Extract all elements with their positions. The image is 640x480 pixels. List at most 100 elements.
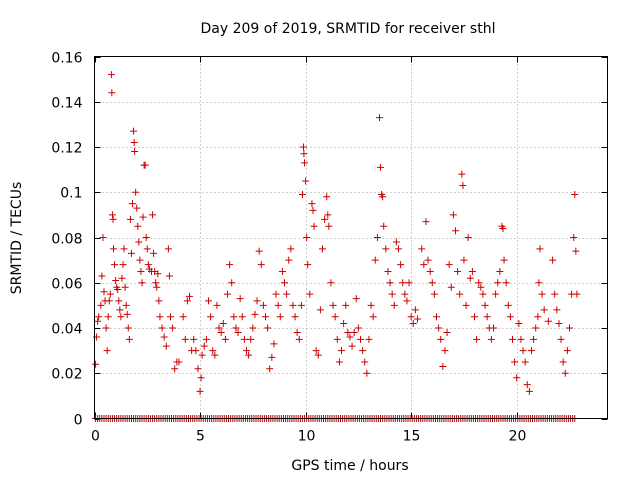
data-point [479,290,487,298]
data-point [492,290,500,298]
data-point [302,177,310,185]
data-point [571,191,579,199]
data-point [100,288,108,296]
data-point [103,347,111,355]
chart-title: Day 209 of 2019, SRMTID for receiver sth… [201,21,496,37]
data-point [422,218,430,226]
data-point [532,324,540,332]
data-point [327,279,335,287]
data-point [403,297,411,305]
data-point [528,347,535,355]
data-point [566,324,573,332]
data-point [563,347,571,355]
data-point [99,234,107,241]
data-point [471,313,478,321]
data-point [312,347,320,355]
data-point [466,274,474,282]
data-point [338,347,345,355]
data-point [127,249,135,257]
data-point [221,335,229,343]
data-point [346,333,354,341]
data-point [287,245,295,253]
data-point [255,247,263,255]
data-point [348,342,356,350]
data-point [190,335,198,343]
data-point [304,261,312,269]
data-point [253,297,261,305]
data-point [399,279,407,287]
data-point [377,163,385,171]
x-tick-label: 10 [298,429,316,445]
data-point [509,335,516,343]
data-point [129,200,136,208]
data-point [156,313,164,321]
data-point [390,301,398,309]
data-point [123,310,131,318]
data-point [329,301,337,309]
data-point [544,317,552,325]
data-point [136,256,144,264]
data-point [230,313,238,321]
data-point [268,353,276,361]
x-axis-title: GPS time / hours [291,458,408,474]
data-point [167,313,174,321]
data-point [116,306,124,314]
data-point [473,335,481,343]
data-point [384,267,392,275]
data-point [363,369,371,377]
data-point [573,290,581,298]
data-point [308,200,316,208]
data-point [126,215,134,223]
data-point [192,347,200,355]
data-point [324,211,332,219]
data-point [490,324,497,332]
data-point [111,261,119,269]
data-point [464,234,472,241]
data-point [106,290,114,298]
data-point [392,238,400,246]
data-point [443,329,451,337]
y-tick-label: 0.02 [51,367,82,383]
data-point [500,256,508,264]
data-point [409,319,417,327]
data-point [117,313,125,321]
data-point [118,274,126,282]
data-point [215,324,223,332]
data-point [325,222,333,230]
data-point [104,313,112,321]
data-point [297,301,305,309]
data-point [211,351,219,359]
data-point [238,313,246,321]
data-point [441,347,449,355]
data-point [122,301,130,309]
data-point [452,227,459,235]
data-point [202,335,210,343]
data-point [179,313,187,321]
data-point [152,279,160,287]
x-tick-label: 0 [91,429,100,445]
data-point [200,342,208,350]
data-point [105,297,113,305]
data-point [535,279,543,287]
data-point [553,306,561,314]
data-point [462,301,470,309]
data-point [430,290,438,298]
data-point [119,261,127,269]
data-point [309,206,317,214]
data-point [314,351,322,359]
data-point [361,358,369,366]
data-point [504,301,512,309]
data-point [517,335,525,343]
data-point [110,245,117,253]
data-point [262,313,269,321]
data-point [426,267,434,275]
data-point [150,249,158,257]
data-point [439,362,447,370]
data-point [369,313,377,321]
data-point [276,313,284,321]
data-point [158,324,166,332]
data-point [266,365,274,373]
data-point [289,301,297,309]
data-point [236,295,244,303]
data-point [213,301,221,309]
